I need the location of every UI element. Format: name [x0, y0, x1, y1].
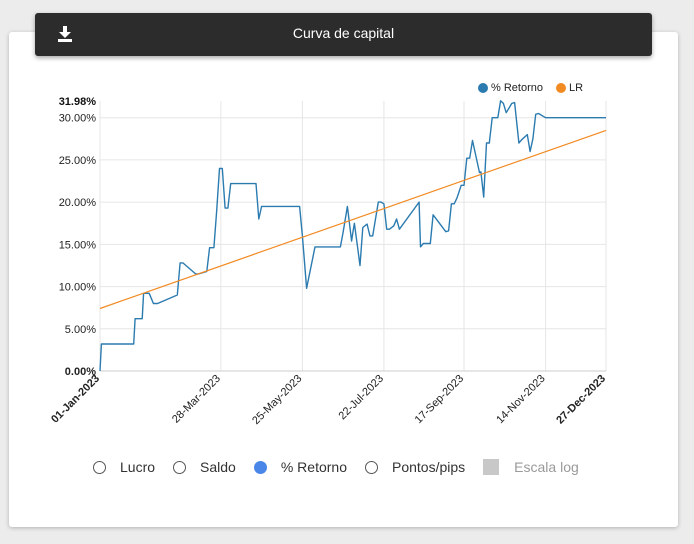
y-tick-label: 30.00%	[59, 113, 97, 125]
x-tick-label: 22-Jul-2023	[336, 373, 386, 423]
x-tick-label: 25-May-2023	[250, 373, 304, 427]
option-label: Pontos/pips	[392, 459, 466, 475]
chart-controls: Lucro Saldo % Retorno Pontos/pips Escala…	[93, 457, 597, 477]
y-max-label: 31.98%	[59, 96, 97, 108]
series-line-lr	[99, 129, 607, 310]
legend-item-retorno[interactable]: % Retorno	[478, 82, 543, 94]
option-escala-log[interactable]: Escala log	[483, 459, 579, 475]
chart-title: Curva de capital	[292, 25, 395, 41]
y-tick-label: 15.00%	[59, 239, 97, 251]
option-label: Escala log	[514, 459, 579, 475]
y-tick-label: 5.00%	[65, 324, 96, 336]
x-tick-label: 28-Mar-2023	[170, 373, 223, 426]
radio-button[interactable]	[365, 460, 378, 474]
y-tick-label: 25.00%	[59, 155, 97, 167]
series-line-retorno	[99, 100, 606, 372]
y-tick-label: 20.00%	[59, 197, 97, 209]
option-label: Saldo	[200, 459, 236, 475]
x-axis: 01-Jan-2023 28-Mar-2023 25-May-2023 22-Jul-…	[49, 373, 608, 427]
legend-dot	[555, 83, 566, 93]
y-tick-label: 0.00%	[65, 366, 96, 378]
legend-label: LR	[568, 82, 584, 94]
option-pontos-pips[interactable]: Pontos/pips	[365, 459, 465, 475]
legend-item-lr[interactable]: LR	[555, 82, 584, 94]
x-tick-label: 17-Sep-2023	[413, 373, 466, 426]
radio-button[interactable]	[173, 460, 187, 474]
chart-card	[9, 32, 678, 527]
option-lucro[interactable]: Lucro	[93, 459, 155, 475]
series-layer	[99, 100, 607, 372]
option-label: % Retorno	[280, 459, 347, 475]
y-axis: 0.00% 5.00% 10.00% 15.00% 20.00% 25.00% 30.00%…	[59, 96, 97, 378]
radio-button[interactable]	[93, 460, 106, 474]
option-retorno[interactable]: % Retorno	[253, 459, 347, 475]
download-icon[interactable]	[56, 25, 74, 43]
chart-header: Curva de capital	[35, 13, 652, 56]
chart-legend: % Retorno LR	[478, 82, 596, 94]
log-scale-checkbox[interactable]	[483, 459, 500, 475]
y-tick-label: 10.00%	[59, 282, 97, 294]
x-tick-label: 14-Nov-2023	[494, 373, 547, 426]
legend-dot	[478, 83, 488, 93]
x-tick-label: 27-Dec-2023	[554, 373, 608, 427]
legend-label: % Retorno	[491, 82, 543, 94]
radio-button-selected[interactable]	[253, 460, 267, 474]
option-label: Lucro	[120, 459, 156, 475]
x-tick-label: 01-Jan-2023	[49, 373, 102, 426]
option-saldo[interactable]: Saldo	[173, 459, 236, 475]
